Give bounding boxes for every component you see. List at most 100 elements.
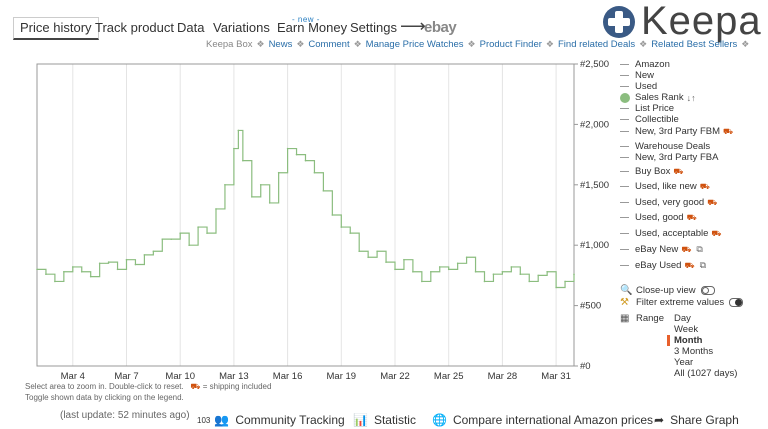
legend-item[interactable]: eBay New ⛟ ⧉ (620, 244, 703, 255)
truck-icon: ⛟ (711, 228, 722, 238)
x-tick-label: Mar 4 (61, 371, 85, 382)
range-month[interactable]: Month (674, 335, 703, 346)
link-news[interactable]: News (268, 39, 293, 50)
tab-track-product[interactable]: Track product (95, 20, 174, 35)
sales-rank-point (394, 268, 396, 271)
ebay-link[interactable]: ebay (424, 19, 457, 36)
separator-icon: ❖ (639, 39, 648, 49)
legend-label: New (635, 70, 655, 81)
tab-earn-money[interactable]: Earn Money (277, 20, 348, 35)
legend-item[interactable]: eBay Used ⛟ ⧉ (620, 260, 706, 271)
statistic-button[interactable]: 📊 Statistic (353, 413, 416, 427)
zoom-hint: Select area to zoom in. Double-click to … (25, 382, 271, 392)
sales-rank-point (528, 280, 531, 283)
range-active-indicator (667, 335, 670, 346)
compare-prices-button[interactable]: 🌐 Compare international Amazon prices (432, 413, 653, 427)
legend-item[interactable]: Used, like new ⛟ (620, 181, 710, 192)
tab-variations[interactable]: Variations (213, 20, 270, 35)
legend-item[interactable]: Used, good ⛟ (620, 212, 697, 223)
legend-item[interactable]: Buy Box ⛟ (620, 166, 683, 177)
link-comment[interactable]: Comment (308, 39, 350, 50)
close-up-view-toggle[interactable]: 🔍 Close-up view (620, 285, 715, 296)
x-tick-label: Mar 7 (114, 371, 138, 382)
sales-rank-point (152, 250, 155, 253)
keepa-logo-icon (603, 6, 635, 38)
x-tick-label: Mar 25 (434, 371, 464, 382)
link-keepa-box[interactable]: Keepa Box (206, 39, 253, 50)
tab-settings[interactable]: Settings (350, 20, 397, 35)
sort-icon[interactable]: ↓↑ (686, 92, 696, 103)
sales-rank-point (546, 270, 548, 273)
range-day[interactable]: Day (674, 313, 691, 324)
legend-item[interactable]: Amazon (620, 59, 670, 70)
sales-rank-point (206, 232, 208, 234)
range-label: Range (636, 313, 664, 324)
legend-item[interactable]: List Price (620, 103, 674, 114)
sales-rank-point (430, 270, 432, 273)
sales-rank-point (170, 238, 173, 240)
share-icon: ➦ (654, 413, 665, 427)
range-year[interactable]: Year (674, 357, 694, 368)
magnifier-icon: 🔍 (620, 285, 633, 296)
x-tick-label: Mar 31 (541, 371, 571, 382)
sales-rank-point (322, 190, 325, 192)
legend-swatch (620, 131, 629, 132)
legend-item[interactable]: Used (620, 81, 657, 92)
legend-swatch (620, 75, 629, 76)
share-graph-button[interactable]: ➦ Share Graph (654, 413, 739, 427)
sales-rank-point (465, 256, 468, 259)
sales-rank-point (134, 263, 137, 266)
legend-item[interactable]: New, 3rd Party FBA (620, 152, 718, 163)
statistic-label: Statistic (373, 413, 416, 427)
filter-switch[interactable] (729, 298, 744, 307)
close-up-switch[interactable] (700, 286, 715, 295)
sales-rank-point (72, 266, 74, 268)
legend-item[interactable]: Used, acceptable ⛟ (620, 228, 722, 239)
tab-data[interactable]: Data (177, 20, 205, 35)
legend-swatch (620, 233, 629, 234)
filter-extreme-values-toggle[interactable]: ⚒ Filter extreme values (620, 297, 744, 308)
link-find-related-deals[interactable]: Find related Deals (558, 39, 636, 50)
tab-price-history[interactable]: Price history (13, 17, 99, 40)
sales-rank-point (564, 280, 566, 283)
links-row: Keepa Box ❖ News ❖ Comment ❖ Manage Price Watc… (206, 39, 753, 50)
range-3-months[interactable]: 3 Months (674, 346, 714, 357)
legend-item[interactable]: Collectible (620, 114, 679, 125)
legend-swatch (620, 186, 629, 187)
y-tick-label: #1,000 (580, 240, 609, 251)
sales-rank-point (80, 270, 83, 273)
sales-rank-point (98, 262, 101, 265)
y-tick-label: #500 (580, 301, 601, 312)
legend-item[interactable]: Warehouse Deals (620, 141, 710, 152)
sales-rank-point (501, 270, 504, 273)
legend-item[interactable]: New, 3rd Party FBM ⛟ (620, 126, 733, 137)
link-product-finder[interactable]: Product Finder (479, 39, 542, 50)
x-tick-label: Mar 13 (219, 371, 249, 382)
sales-rank-point (447, 268, 450, 271)
link-manage-price-watches[interactable]: Manage Price Watches (365, 39, 464, 50)
legend-item[interactable]: New (620, 70, 654, 81)
truck-icon: ⛟ (673, 166, 684, 176)
truck-icon: ⛟ (686, 212, 697, 222)
range-all[interactable]: All (1027 days) (674, 368, 738, 379)
external-link-icon[interactable]: ⧉ (696, 244, 703, 254)
sales-rank-point (403, 258, 405, 261)
link-related-best-sellers[interactable]: Related Best Sellers (651, 39, 738, 50)
legend-label: Collectible (635, 114, 679, 125)
sales-rank-point (161, 238, 164, 240)
legend-label: Used, acceptable (635, 228, 709, 239)
legend-swatch (620, 108, 629, 109)
sales-rank-point (349, 232, 352, 234)
external-link-icon[interactable]: ⧉ (699, 260, 706, 270)
truck-icon: ⛟ (707, 197, 718, 207)
legend-item[interactable]: Sales Rank ↓↑ (620, 92, 696, 103)
truck-icon: ⛟ (681, 244, 692, 254)
sales-rank-point (376, 250, 378, 253)
legend-label: eBay New (635, 244, 679, 255)
community-tracking-button[interactable]: 103 👥 Community Tracking (197, 413, 345, 427)
range-week[interactable]: Week (674, 324, 699, 335)
plot-frame (36, 63, 575, 367)
legend-item[interactable]: Used, very good ⛟ (620, 197, 717, 208)
sales-rank-point (385, 261, 387, 263)
